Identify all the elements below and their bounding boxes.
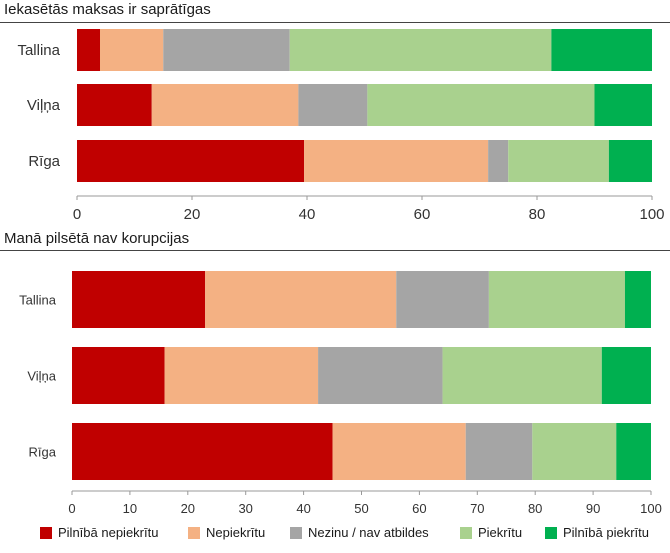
bar-1-viļņa-3 bbox=[298, 84, 368, 126]
x-tick-label-2-3: 20 bbox=[181, 501, 195, 516]
bar-1-rīga-4 bbox=[508, 140, 609, 182]
bar-2-viļņa-5 bbox=[601, 347, 651, 404]
bar-2-viļņa-3 bbox=[318, 347, 443, 404]
legend-item-2: Nepiekrītu bbox=[188, 525, 265, 540]
x-tick-label-2-10: 90 bbox=[586, 501, 600, 516]
legend-label-5: Pilnībā piekrītu bbox=[563, 525, 649, 540]
bar-1-rīga-1 bbox=[77, 140, 305, 182]
bar-1-tallina-2 bbox=[100, 29, 164, 71]
bar-2-rīga-3 bbox=[465, 423, 533, 480]
x-tick-label-1-1: 0 bbox=[73, 206, 81, 223]
x-tick-label-1-6: 100 bbox=[639, 206, 664, 223]
x-tick-label-1-5: 80 bbox=[529, 206, 546, 223]
bar-1-tallina-3 bbox=[163, 29, 290, 71]
bar-1-viļņa-2 bbox=[151, 84, 299, 126]
title-rule-2 bbox=[0, 250, 670, 251]
category-label-1-1: Tallina bbox=[17, 42, 60, 59]
bar-1-viļņa-4 bbox=[367, 84, 595, 126]
category-label-2-3: Rīga bbox=[29, 445, 57, 460]
legend-item-5: Pilnībā piekrītu bbox=[545, 525, 649, 540]
bar-1-viļņa-1 bbox=[77, 84, 152, 126]
legend-swatch-5 bbox=[545, 526, 557, 539]
bar-1-tallina-1 bbox=[77, 29, 100, 71]
x-tick-label-2-9: 80 bbox=[528, 501, 542, 516]
legend-item-1: Pilnībā nepiekrītu bbox=[40, 525, 158, 540]
bar-2-rīga-1 bbox=[72, 423, 333, 480]
legend-label-3: Nezinu / nav atbildes bbox=[308, 525, 429, 540]
legend-label-2: Nepiekrītu bbox=[206, 525, 266, 540]
bar-2-tallina-3 bbox=[396, 271, 489, 328]
bar-2-tallina-1 bbox=[72, 271, 206, 328]
category-label-2-1: Tallina bbox=[19, 293, 57, 308]
x-tick-label-1-3: 40 bbox=[299, 206, 316, 223]
legend-swatch-2 bbox=[188, 526, 200, 539]
category-label-1-2: Viļņa bbox=[27, 97, 61, 114]
category-label-2-2: Viļņa bbox=[27, 369, 56, 384]
bar-1-viļņa-5 bbox=[594, 84, 652, 126]
legend-label-1: Pilnībā nepiekrītu bbox=[58, 525, 159, 540]
category-label-1-3: Rīga bbox=[28, 153, 60, 170]
legend-item-4: Piekrītu bbox=[460, 525, 522, 540]
bar-2-tallina-4 bbox=[488, 271, 625, 328]
bar-2-rīga-5 bbox=[616, 423, 651, 480]
bar-2-rīga-2 bbox=[332, 423, 466, 480]
legend-item-3: Nezinu / nav atbildes bbox=[290, 525, 429, 540]
bar-2-viļņa-4 bbox=[442, 347, 602, 404]
title-rule-1 bbox=[0, 22, 670, 23]
legend-swatch-4 bbox=[460, 526, 472, 539]
bar-1-rīga-5 bbox=[608, 140, 652, 182]
legend-label-4: Piekrītu bbox=[478, 525, 523, 540]
chart-title-2: Manā pilsētā nav korupcijas bbox=[4, 230, 190, 247]
bar-2-tallina-5 bbox=[624, 271, 651, 328]
x-tick-label-2-1: 0 bbox=[68, 501, 75, 516]
x-tick-label-2-4: 30 bbox=[238, 501, 252, 516]
bar-2-viļņa-1 bbox=[72, 347, 165, 404]
legend-swatch-3 bbox=[290, 526, 302, 539]
bar-1-rīga-2 bbox=[304, 140, 489, 182]
x-tick-label-2-7: 60 bbox=[412, 501, 426, 516]
bar-1-tallina-5 bbox=[551, 29, 652, 71]
x-tick-label-2-5: 40 bbox=[296, 501, 310, 516]
legend-swatch-1 bbox=[40, 526, 52, 539]
x-tick-label-2-8: 70 bbox=[470, 501, 484, 516]
bar-2-viļņa-2 bbox=[164, 347, 319, 404]
x-tick-label-1-2: 20 bbox=[184, 206, 201, 223]
x-tick-label-1-4: 60 bbox=[414, 206, 431, 223]
x-tick-label-2-6: 50 bbox=[354, 501, 368, 516]
chart-legend: Pilnībā nepiekrītu Nepiekrītu Nezinu / nav… bbox=[0, 525, 670, 547]
chart-title-1: Iekasētās maksas ir saprātīgas bbox=[4, 1, 211, 18]
bar-1-tallina-4 bbox=[289, 29, 552, 71]
x-tick-label-2-2: 10 bbox=[123, 501, 137, 516]
bar-2-tallina-2 bbox=[205, 271, 397, 328]
x-tick-label-2-11: 100 bbox=[640, 501, 662, 516]
bar-1-rīga-3 bbox=[488, 140, 509, 182]
bar-2-rīga-4 bbox=[532, 423, 617, 480]
